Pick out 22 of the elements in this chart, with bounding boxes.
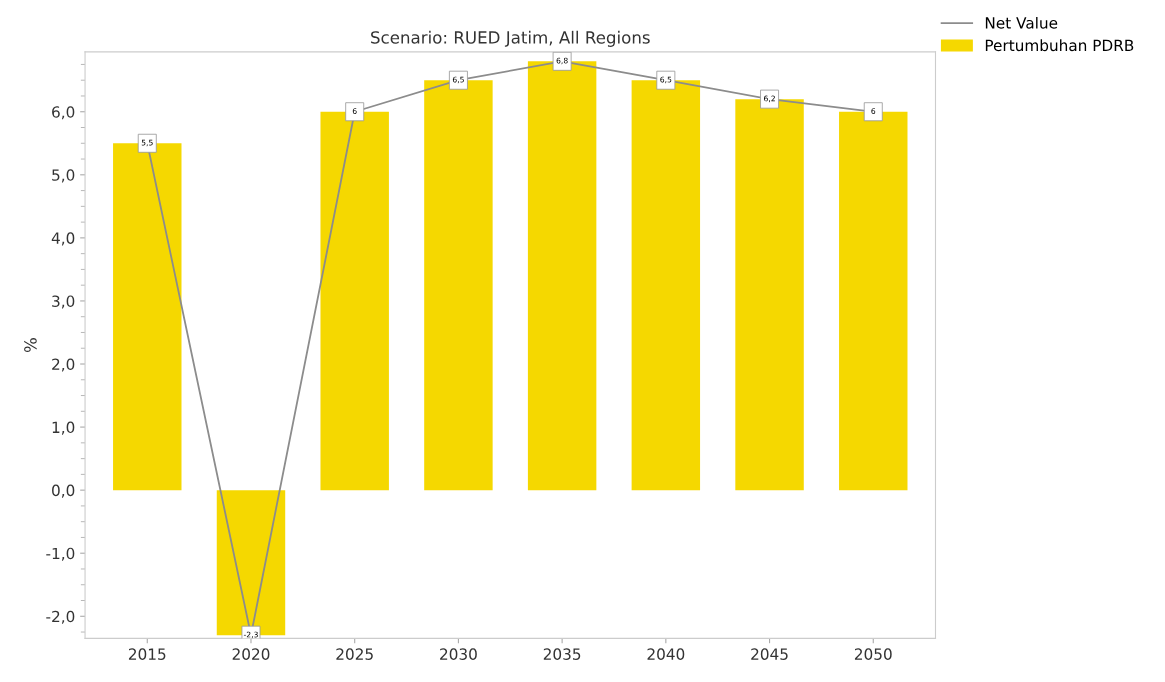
- y-tick-label: 5,0: [52, 169, 75, 183]
- y-axis-title: %: [24, 338, 37, 353]
- y-tick-label: 1,0: [52, 421, 75, 435]
- legend-label: Net Value: [985, 16, 1058, 29]
- x-tick-label: 2030: [440, 648, 477, 660]
- y-tick-label: 2,0: [52, 358, 75, 372]
- y-tick-label: -1,0: [46, 547, 75, 561]
- y-tick-label: 4,0: [51, 232, 75, 246]
- y-tick-label: 6,0: [52, 106, 75, 120]
- x-tick-label: 2045: [751, 648, 788, 660]
- x-tick-label: 2025: [336, 648, 373, 660]
- legend-label: Pertumbuhan PDRB: [985, 39, 1134, 52]
- bar: [216, 490, 286, 636]
- x-tick-label: 2040: [647, 648, 685, 660]
- x-tick-label: 2020: [232, 648, 270, 660]
- y-tick-label: 3,0: [52, 295, 75, 309]
- x-tick-label: 2015: [128, 648, 166, 660]
- x-tick-label: 2035: [543, 648, 581, 660]
- y-tick-label: 0,0: [52, 484, 75, 498]
- chart-title: Scenario: RUED Jatim, All Regions: [371, 30, 650, 47]
- x-tick-label: 2050: [854, 648, 892, 660]
- y-tick-label: -2,0: [46, 610, 75, 624]
